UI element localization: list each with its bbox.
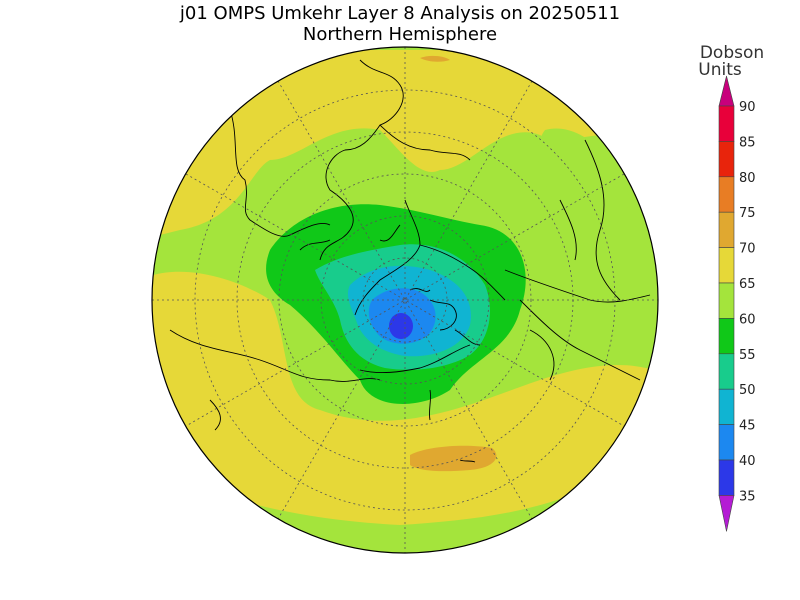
colorbar-tick-label-60: 60 xyxy=(739,312,756,327)
colorbar-swatch-75 xyxy=(718,211,735,248)
contour-75-anomaly xyxy=(410,445,497,472)
colorbar-tick-label-40: 40 xyxy=(739,454,756,469)
contour-70-north xyxy=(152,50,658,240)
contour-75-edge xyxy=(420,55,450,62)
colorbar-tick-label-55: 55 xyxy=(739,348,756,363)
colorbar-unit-line2: Units xyxy=(698,60,742,80)
colorbar-swatch-65 xyxy=(718,282,735,319)
contour-65-east xyxy=(537,128,630,232)
colorbar-swatch-55 xyxy=(718,353,735,390)
contour-40-min xyxy=(389,313,413,339)
colorbar-tick-label-75: 75 xyxy=(739,206,756,221)
colorbar-swatch-40 xyxy=(718,459,735,496)
colorbar-tick-label-80: 80 xyxy=(739,171,756,186)
colorbar-unit-line1: Dobson xyxy=(700,43,764,63)
colorbar-tick-label-70: 70 xyxy=(739,242,756,257)
colorbar-swatch-60 xyxy=(718,318,735,355)
colorbar-swatch-85 xyxy=(718,141,735,178)
colorbar-swatch-80 xyxy=(718,176,735,213)
chart-subtitle: Northern Hemisphere xyxy=(302,24,498,45)
coastlines xyxy=(169,59,651,463)
colorbar-swatch-45 xyxy=(718,424,735,461)
colorbar-top-arrow xyxy=(718,75,735,107)
colorbar-swatches: 90 85 80 75 70 65 60 55 50 45 40 35 xyxy=(718,75,756,532)
colorbar-tick-label-65: 65 xyxy=(739,277,756,292)
colorbar-tick-label-35: 35 xyxy=(739,489,756,504)
colorbar-swatch-70 xyxy=(718,247,735,284)
colorbar-tick-label-85: 85 xyxy=(739,135,756,150)
colorbar-bottom-arrow xyxy=(718,495,735,532)
contour-70-south xyxy=(152,271,658,553)
colorbar-swatch-50 xyxy=(718,388,735,425)
chart-title: j01 OMPS Umkehr Layer 8 Analysis on 2025… xyxy=(179,3,621,24)
map-boundary xyxy=(151,46,659,554)
colorbar-tick-label-90: 90 xyxy=(739,100,756,115)
colorbar-swatch-90 xyxy=(718,105,735,142)
contour-65-pacific xyxy=(520,250,586,321)
colorbar-tick-label-50: 50 xyxy=(739,383,756,398)
graticule xyxy=(152,47,658,553)
colorbar-tick-label-45: 45 xyxy=(739,419,756,434)
